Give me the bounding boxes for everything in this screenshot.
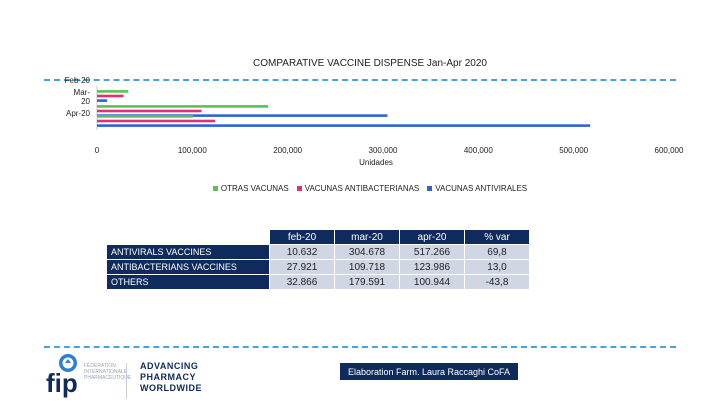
x-tick-label: 300,000: [369, 146, 398, 155]
logo-divider: [126, 363, 127, 399]
x-tick-label: 100,000: [178, 146, 207, 155]
data-table: feb-20 mar-20 apr-20 % var ANTIVIRALS VA…: [106, 229, 530, 290]
table-header-row: feb-20 mar-20 apr-20 % var: [107, 230, 529, 244]
table-cell: 69,8: [465, 245, 529, 259]
x-tick-label: 0: [95, 146, 100, 155]
chart-legend: OTRAS VACUNAS VACUNAS ANTIBACTERIANAS VA…: [0, 184, 720, 193]
table-row: ANTIBACTERIANS VACCINES 27.921 109.718 1…: [107, 260, 529, 274]
legend-item-antiviral: VACUNAS ANTIVIRALES: [427, 184, 527, 193]
legend-label: VACUNAS ANTIBACTERIANAS: [304, 184, 420, 193]
table-row: OTHERS 32.866 179.591 100.944 -43,8: [107, 275, 529, 289]
table-corner: [107, 230, 269, 244]
legend-swatch-icon: [212, 186, 218, 191]
y-tick-label: Apr-20: [66, 109, 91, 118]
legend-swatch-icon: [427, 186, 433, 191]
credit-box: Elaboration Farm. Laura Raccaghi CoFA: [340, 363, 518, 380]
table-header-cell: feb-20: [270, 230, 334, 244]
legend-swatch-icon: [296, 186, 302, 191]
table-cell: 10.632: [270, 245, 334, 259]
table-cell: -43,8: [465, 275, 529, 289]
fip-logo-subtext: FÉDÉRATION INTERNATIONALE PHARMACEUTIQUE: [84, 363, 132, 381]
bar: [97, 90, 129, 93]
legend-item-other: OTRAS VACUNAS: [212, 184, 289, 193]
table-header-cell: % var: [465, 230, 529, 244]
table-cell: 32.866: [270, 275, 334, 289]
y-tick-label: Mar-: [74, 88, 91, 97]
table-row-label: ANTIBACTERIANS VACCINES: [107, 260, 269, 274]
tagline-line: WORLDWIDE: [140, 383, 202, 393]
legend-label: VACUNAS ANTIVIRALES: [435, 184, 528, 193]
bar-chart: Feb-20 Mar-20 Apr-20 0 100,000 200,000 300,000…: [65, 76, 684, 155]
bar: [97, 105, 269, 108]
bar: [97, 94, 124, 98]
bar: [97, 115, 194, 118]
table-cell: 304.678: [335, 245, 399, 259]
x-tick-label: 200,000: [273, 146, 302, 155]
chart-title: COMPARATIVE VACCINE DISPENSE Jan-Apr 202…: [253, 58, 487, 69]
table-cell: 109.718: [335, 260, 399, 274]
x-tick-label: 600,000: [655, 146, 684, 155]
table-header-cell: apr-20: [400, 230, 464, 244]
fip-tagline: ADVANCING PHARMACY WORLDWIDE: [140, 361, 202, 394]
bar: [97, 99, 108, 102]
legend-item-antibacterial: VACUNAS ANTIBACTERIANAS: [296, 184, 420, 193]
table-cell: 517.266: [400, 245, 464, 259]
x-tick-label: 500,000: [559, 146, 588, 155]
bar: [97, 114, 388, 117]
legend-label: OTRAS VACUNAS: [220, 184, 289, 193]
table-row-label: OTHERS: [107, 275, 269, 289]
fip-logo-icon: [59, 354, 77, 372]
table-row: ANTIVIRALS VACCINES 10.632 304.678 517.2…: [107, 245, 529, 259]
x-tick-label: 400,000: [464, 146, 493, 155]
table-cell: 100.944: [400, 275, 464, 289]
table-cell: 123.986: [400, 260, 464, 274]
tagline-line: PHARMACY: [140, 372, 197, 382]
fip-logo-text: fip: [46, 368, 78, 398]
table-cell: 13,0: [465, 260, 529, 274]
bar: [97, 124, 591, 127]
y-tick-label: Feb-20: [65, 76, 91, 85]
table-cell: 27.921: [270, 260, 334, 274]
x-axis-label: Unidades: [359, 158, 393, 167]
credit-text: Elaboration Farm. Laura Raccaghi CoFA: [347, 366, 511, 377]
tagline-line: ADVANCING: [140, 361, 199, 371]
bottom-divider: [44, 346, 676, 348]
y-tick-label: 20: [81, 97, 90, 106]
top-divider: [44, 79, 676, 81]
bar: [97, 109, 202, 113]
table-row-label: ANTIVIRALS VACCINES: [107, 245, 269, 259]
bar: [97, 119, 216, 123]
table-header-cell: mar-20: [335, 230, 399, 244]
table-cell: 179.591: [335, 275, 399, 289]
